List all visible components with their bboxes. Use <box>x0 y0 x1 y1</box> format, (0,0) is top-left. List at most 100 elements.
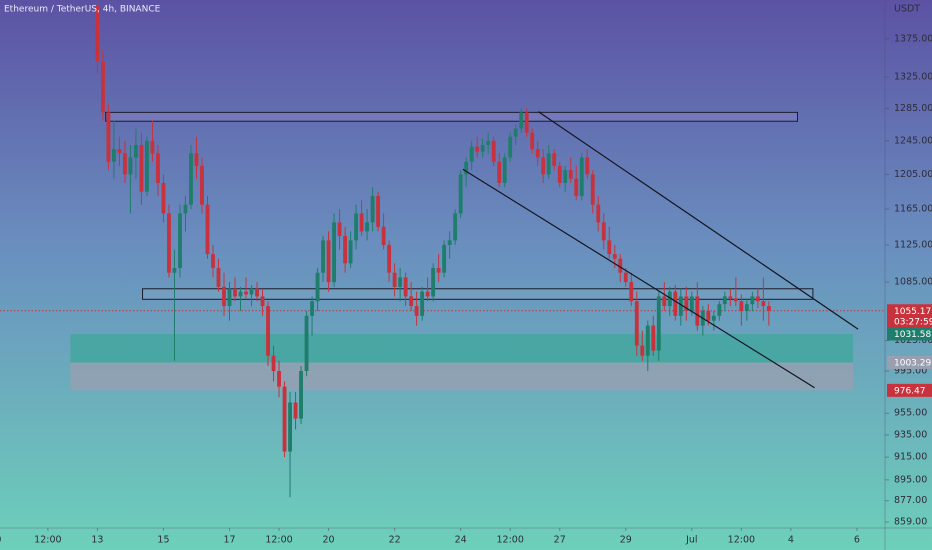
candle-body <box>277 371 281 387</box>
y-tick-label: 877.00 <box>894 495 927 506</box>
y-tick-label: 1165.00 <box>894 204 932 215</box>
candle-body <box>519 112 524 129</box>
x-tick-label: 12:00 <box>34 535 61 546</box>
x-tick-label: 24 <box>455 535 467 546</box>
candle-body <box>546 153 551 175</box>
x-tick-label: Jul <box>685 535 697 546</box>
candle-body <box>156 153 160 183</box>
candle-body <box>513 128 518 137</box>
candle-body <box>387 244 392 273</box>
candle-body <box>689 296 694 311</box>
candle-body <box>645 325 650 356</box>
x-tick-label: 12:00 <box>265 535 292 546</box>
candle-body <box>326 240 331 283</box>
x-tick-label: 15 <box>157 535 169 546</box>
candle-body <box>260 296 265 307</box>
y-tick-label: 955.00 <box>894 408 927 419</box>
candle-body <box>612 254 617 259</box>
candle-body <box>293 402 298 419</box>
x-tick-label: 12:00 <box>728 535 755 546</box>
candle-body <box>711 315 716 321</box>
candle-body <box>299 371 303 419</box>
y-tick-label: 1205.00 <box>894 169 932 180</box>
candle-body <box>684 296 689 311</box>
x-tick-label: 0 <box>0 535 1 546</box>
candle-body <box>750 296 755 305</box>
candle-body <box>629 282 634 302</box>
candle-body <box>475 146 480 152</box>
chart-title: Ethereum / TetherUS, 4h, BINANCE <box>4 5 161 15</box>
candle-body <box>574 178 579 196</box>
candle-body <box>211 254 215 269</box>
candle-body <box>585 157 590 175</box>
currency-label: USDT <box>894 4 920 15</box>
candle-body <box>321 240 325 273</box>
y-tick-label: 995.00 <box>894 366 927 377</box>
candle-body <box>596 204 601 223</box>
candle-body <box>370 195 375 223</box>
price-tag <box>887 383 932 397</box>
candle-body <box>128 157 133 175</box>
candle-body <box>728 296 733 299</box>
candle-body <box>189 153 193 205</box>
candle-body <box>227 288 232 307</box>
candle-body <box>359 213 364 232</box>
candle-body <box>673 291 678 316</box>
candle-body <box>656 296 661 351</box>
candle-body <box>678 296 683 316</box>
candle-body <box>167 213 171 273</box>
candle-body <box>717 304 722 316</box>
candle-body <box>634 301 639 346</box>
y-tick-label: 859.00 <box>894 517 927 528</box>
candle-body <box>590 174 595 205</box>
candle-body <box>491 140 496 162</box>
candle-body <box>420 291 425 316</box>
price-tag-label: 976.47 <box>894 386 926 396</box>
candle-body <box>761 301 766 307</box>
candle-body <box>409 296 414 307</box>
candle-body <box>249 288 254 295</box>
y-tick-label: 1285.00 <box>894 103 932 114</box>
candle-body <box>706 310 711 321</box>
candle-body <box>112 149 116 162</box>
range-box <box>142 288 814 300</box>
candle-body <box>486 140 491 145</box>
candle-body <box>755 296 760 302</box>
y-tick-label: 1125.00 <box>894 239 932 250</box>
candle-body <box>667 291 672 307</box>
candle-body <box>123 153 127 175</box>
candle-body <box>618 258 623 273</box>
candle-body <box>194 153 199 166</box>
price-tag <box>887 356 932 370</box>
candle-body <box>508 136 513 158</box>
candle-body <box>480 144 485 152</box>
y-tick-label: 895.00 <box>894 474 927 485</box>
candle-body <box>117 149 122 154</box>
x-tick-label: 13 <box>91 535 103 546</box>
candle-body <box>100 61 105 113</box>
candle-body <box>381 226 386 245</box>
price-tag-label: 1003.29 <box>894 359 931 369</box>
candle-body <box>315 272 320 302</box>
candle-body <box>354 213 359 241</box>
candle-body <box>535 149 540 158</box>
candle-body <box>200 165 204 205</box>
price-tag <box>887 327 932 341</box>
candle-body <box>365 222 370 232</box>
candle-body <box>744 304 749 311</box>
candle-body <box>733 298 738 302</box>
y-tick-label: 915.00 <box>894 452 927 463</box>
candle-body <box>739 301 744 311</box>
candle-body <box>348 240 353 264</box>
y-tick-label: 1375.00 <box>894 33 932 44</box>
axes: 1375.00 1325.00 1285.00 1245.00 1205.00 1165.… <box>0 33 932 546</box>
candle-body <box>552 153 557 166</box>
price-tag <box>887 304 932 329</box>
candle-body <box>222 286 226 307</box>
candle-body <box>266 306 270 356</box>
candle-body <box>722 296 727 305</box>
candle-body <box>161 182 166 214</box>
candle-body <box>255 288 259 297</box>
candle-body <box>502 157 507 183</box>
